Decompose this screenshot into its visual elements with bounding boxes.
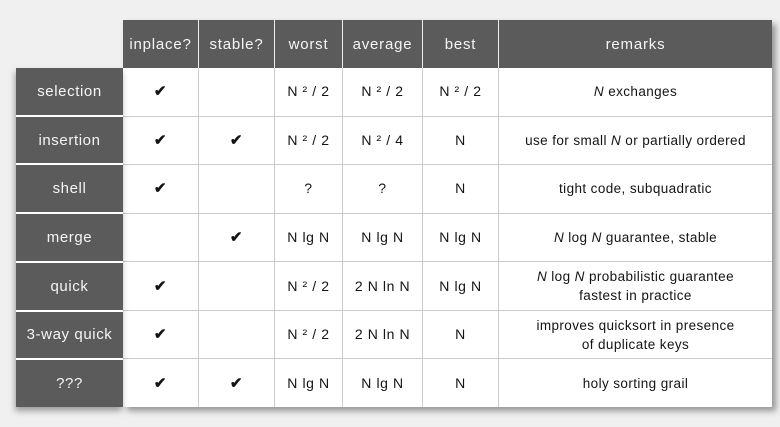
- row-label-merge: merge: [16, 214, 123, 263]
- row-label-selection: selection: [16, 68, 123, 117]
- cell-3way-quick-worst: N ² / 2: [275, 310, 343, 359]
- cell-insertion-stable-checkmark: ✔: [199, 116, 275, 165]
- cell-3way-quick-remarks: improves quicksort in presence of duplica…: [536, 317, 735, 352]
- table-row-unknown: ✔ ✔ N lg N N lg N N holy sorting grail: [123, 359, 772, 408]
- table-row-merge: ✔ N lg N N lg N N lg N N log N guarantee…: [123, 213, 772, 263]
- cell-selection-remarks: N exchanges: [593, 84, 678, 100]
- column-header-inplace: inplace?: [123, 20, 199, 68]
- cell-3way-quick-average: 2 N ln N: [343, 310, 423, 359]
- cell-unknown-worst: N lg N: [275, 359, 343, 408]
- column-header-best: best: [423, 20, 499, 68]
- column-header-stable: stable?: [199, 20, 275, 68]
- table-row-3way-quick: ✔ N ² / 2 2 N ln N N improves quicksort …: [123, 310, 772, 360]
- cell-shell-remarks: tight code, subquadratic: [559, 181, 712, 197]
- cell-unknown-best: N: [423, 359, 499, 408]
- cell-unknown-remarks: holy sorting grail: [582, 375, 689, 391]
- cell-3way-quick-stable-checkmark: [199, 310, 275, 359]
- cell-shell-inplace-checkmark: ✔: [123, 165, 199, 213]
- cell-shell-stable-checkmark: [199, 165, 275, 213]
- cell-merge-average: N lg N: [343, 213, 423, 262]
- cell-insertion-average: N ² / 4: [343, 116, 423, 165]
- cell-selection-stable-checkmark: [199, 68, 275, 116]
- cell-merge-stable-checkmark: ✔: [199, 213, 275, 262]
- cell-merge-best: N lg N: [423, 213, 499, 262]
- row-label-insertion: insertion: [16, 116, 123, 166]
- column-header-remarks: remarks: [605, 35, 666, 53]
- table-row-selection: ✔ N ² / 2 N ² / 2 N ² / 2 N exchanges: [123, 68, 772, 117]
- cell-3way-quick-inplace-checkmark: ✔: [123, 310, 199, 359]
- cell-shell-best: N: [423, 165, 499, 213]
- table-body: ✔ N ² / 2 N ² / 2 N ² / 2 N exchanges ✔ …: [123, 68, 772, 408]
- cell-quick-worst: N ² / 2: [275, 262, 343, 310]
- cell-quick-inplace-checkmark: ✔: [123, 262, 199, 310]
- cell-3way-quick-best: N: [423, 310, 499, 359]
- cell-unknown-stable-checkmark: ✔: [199, 359, 275, 408]
- cell-insertion-inplace-checkmark: ✔: [123, 116, 199, 165]
- cell-unknown-average: N lg N: [343, 359, 423, 408]
- column-header-worst: worst: [275, 20, 343, 68]
- cell-insertion-best: N: [423, 116, 499, 165]
- cell-selection-worst: N ² / 2: [275, 68, 343, 116]
- cell-quick-remarks: N log N probabilistic guarantee fastest i…: [536, 269, 735, 304]
- column-header-average: average: [343, 20, 423, 68]
- row-label-3way-quick: 3-way quick: [16, 311, 123, 361]
- table-row-quick: ✔ N ² / 2 2 N ln N N lg N N log N probab…: [123, 262, 772, 311]
- cell-quick-stable-checkmark: [199, 262, 275, 310]
- row-label-quick: quick: [16, 262, 123, 312]
- cell-merge-remarks: N log N guarantee, stable: [553, 230, 718, 246]
- cell-quick-best: N lg N: [423, 262, 499, 310]
- cell-insertion-worst: N ² / 2: [275, 116, 343, 165]
- cell-selection-inplace-checkmark: ✔: [123, 68, 199, 116]
- cell-merge-worst: N lg N: [275, 213, 343, 262]
- cell-selection-average: N ² / 2: [343, 68, 423, 116]
- table-row-insertion: ✔ ✔ N ² / 2 N ² / 4 N use for small N or…: [123, 116, 772, 166]
- table-header-row: inplace? stable? worst average best rema…: [123, 20, 772, 68]
- cell-shell-worst: ?: [275, 165, 343, 213]
- table-row-shell: ✔ ? ? N tight code, subquadratic: [123, 165, 772, 214]
- cell-shell-average: ?: [343, 165, 423, 213]
- cell-merge-inplace-checkmark: [123, 213, 199, 262]
- cell-selection-best: N ² / 2: [423, 68, 499, 116]
- cell-quick-average: 2 N ln N: [343, 262, 423, 310]
- row-label-shell: shell: [16, 165, 123, 215]
- sorting-comparison-table: inplace? stable? worst average best rema…: [123, 20, 772, 408]
- row-label-column: selection insertion shell merge quick 3-…: [16, 68, 123, 408]
- cell-insertion-remarks: use for small N or partially ordered: [525, 132, 746, 148]
- row-label-unknown: ???: [16, 360, 123, 408]
- cell-unknown-inplace-checkmark: ✔: [123, 359, 199, 408]
